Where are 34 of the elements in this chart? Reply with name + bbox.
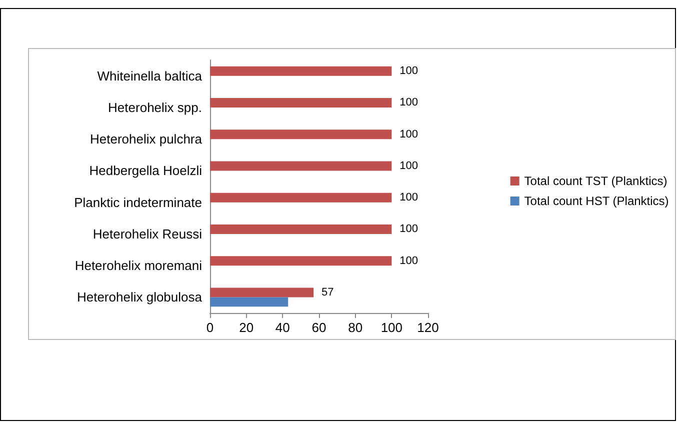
data-label: 100 [400, 128, 418, 140]
y-tick-label: Heterohelix spp. [108, 100, 202, 115]
y-tick-label: Heterohelix Reussi [92, 226, 202, 242]
y-tick-label: Heterohelix moremani [74, 258, 202, 274]
x-tick-label: 40 [275, 320, 290, 335]
bar [210, 130, 392, 140]
data-label: 100 [400, 192, 418, 204]
data-label: 100 [400, 254, 418, 267]
data-label: 100 [400, 160, 418, 172]
x-tick-label: 120 [417, 320, 439, 335]
bar [210, 98, 392, 108]
legend-label: Total count HST (Planktics) [524, 194, 669, 208]
data-label: 100 [400, 96, 418, 109]
y-tick-label: Heterohelix globulosa [76, 290, 203, 305]
y-tick-label: Planktic indeterminate [74, 194, 202, 210]
y-tick-label: Heterohelix pulchra [90, 132, 203, 147]
x-tick-label: 100 [380, 320, 403, 335]
x-tick-label: 20 [239, 320, 254, 335]
data-label: 57 [322, 286, 334, 298]
x-tick-label: 0 [206, 320, 214, 335]
y-tick-label: Whiteinella baltica [97, 68, 203, 84]
bar [210, 192, 392, 202]
y-tick-label: Hedbergella Hoelzli [89, 163, 202, 178]
x-tick-label: 80 [348, 320, 363, 335]
x-tick-label: 60 [312, 320, 326, 335]
data-label: 100 [400, 65, 418, 78]
bar [210, 66, 392, 76]
bar [210, 224, 392, 234]
legend-label: Total count TST (Planktics) [524, 174, 668, 188]
bar [210, 161, 392, 171]
data-label: 100 [400, 223, 418, 236]
bar [210, 288, 314, 298]
bar [210, 297, 288, 307]
bar [210, 256, 392, 266]
